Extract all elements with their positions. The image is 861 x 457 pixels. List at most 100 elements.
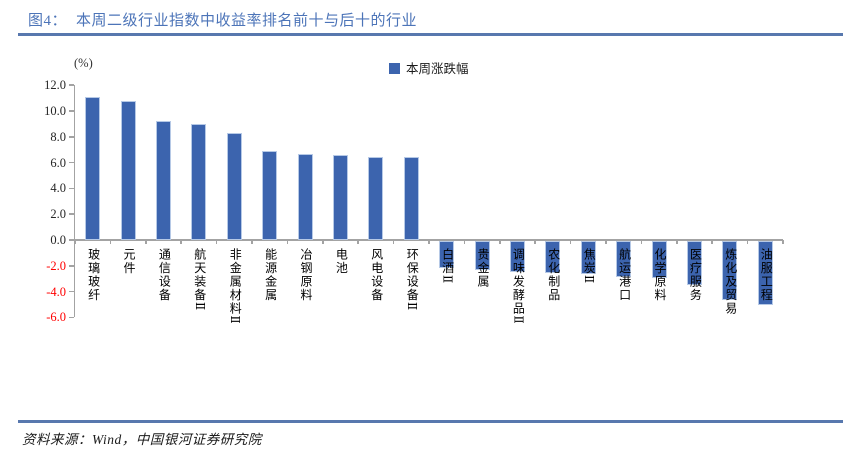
x-axis-tick xyxy=(711,240,713,244)
x-axis-label-cell: 环保设备Ⅱ xyxy=(392,248,431,312)
x-axis-label: 非金属材料Ⅱ xyxy=(228,248,243,326)
footer-divider xyxy=(18,420,843,423)
x-axis-label: 环保设备Ⅱ xyxy=(405,248,420,312)
y-axis-tick-label: -4.0 xyxy=(46,284,66,299)
x-axis-label: 航运港口 xyxy=(617,248,632,302)
y-axis-tick xyxy=(68,84,74,86)
y-axis-tick xyxy=(68,161,74,164)
x-axis-label: 元件 xyxy=(121,248,136,275)
figure-title-text: 本周二级行业指数中收益率排名前十与后十的行业 xyxy=(76,13,418,29)
x-axis-label-cell: 农化制品 xyxy=(533,248,572,302)
x-axis-label: 白酒Ⅱ xyxy=(440,248,455,285)
y-axis-tick xyxy=(68,316,74,319)
x-axis-label-cell: 非金属材料Ⅱ xyxy=(215,248,254,325)
x-axis-label: 能源金属 xyxy=(263,248,278,302)
x-axis-label-cell: 电池 xyxy=(321,248,360,275)
x-axis-tick xyxy=(357,240,359,244)
y-axis-tick-label: 8.0 xyxy=(50,129,66,144)
x-axis-label-cell: 化学原料 xyxy=(639,248,678,302)
legend-label: 本周涨跌幅 xyxy=(406,62,469,76)
x-axis-label: 玻璃玻纤 xyxy=(86,248,101,302)
y-axis-tick-label: 10.0 xyxy=(44,104,66,118)
x-axis-tick xyxy=(746,240,749,244)
x-axis-tick xyxy=(640,240,643,244)
x-axis-tick xyxy=(74,240,76,244)
chart-legend: 本周涨跌幅 xyxy=(389,58,469,77)
x-axis-label: 电池 xyxy=(334,248,349,275)
x-axis-tick xyxy=(782,240,784,244)
x-axis-label: 农化制品 xyxy=(546,248,561,302)
x-axis-tick xyxy=(145,240,147,244)
bar xyxy=(722,240,738,301)
y-axis-tick-label: -6.0 xyxy=(46,310,66,325)
x-axis-label: 炼化及贸易 xyxy=(723,248,738,316)
y-axis-tick-label: 0.0 xyxy=(50,233,66,247)
title-divider xyxy=(18,33,843,36)
y-axis-tick xyxy=(68,213,74,215)
x-axis-label: 风电设备 xyxy=(369,248,384,302)
x-axis-label: 航天装备Ⅱ xyxy=(192,248,207,312)
y-axis-tick xyxy=(68,290,74,293)
bar xyxy=(368,157,384,240)
x-axis-label-cell: 航天装备Ⅱ xyxy=(179,248,218,312)
bar xyxy=(580,240,596,275)
x-axis-label-cell: 炼化及贸易 xyxy=(710,248,749,316)
legend-swatch-icon xyxy=(389,63,400,74)
bar xyxy=(616,240,632,277)
bar xyxy=(226,132,242,240)
bar xyxy=(120,100,136,240)
x-axis-label-cell: 油服工程 xyxy=(746,248,785,302)
x-axis-label-cell: 冶钢原料 xyxy=(285,248,324,302)
x-axis-label-cell: 玻璃玻纤 xyxy=(73,248,112,302)
x-axis-tick xyxy=(605,240,607,244)
y-axis-tick-label: 12.0 xyxy=(44,78,66,93)
bar xyxy=(474,240,490,271)
x-axis-tick xyxy=(534,240,536,244)
x-axis-label-cell: 白酒Ⅱ xyxy=(427,248,466,285)
y-axis-tick-label: 2.0 xyxy=(50,207,66,222)
x-axis-label-cell: 医疗服务 xyxy=(675,248,714,302)
bar xyxy=(403,157,419,240)
x-axis-label: 冶钢原料 xyxy=(298,248,313,302)
x-axis-label: 化学原料 xyxy=(652,248,667,302)
x-axis-tick xyxy=(569,240,572,244)
x-axis-tick xyxy=(251,240,253,244)
bar xyxy=(651,240,667,279)
y-axis-unit-label: (%) xyxy=(74,56,93,70)
x-axis-tick xyxy=(180,240,182,244)
y-axis-tick-label: 6.0 xyxy=(50,155,66,170)
x-axis-tick xyxy=(322,240,324,244)
y-axis-tick xyxy=(68,239,74,241)
y-axis-tick xyxy=(68,187,74,190)
y-axis-tick-label: -2.0 xyxy=(46,258,66,273)
bar xyxy=(262,150,278,240)
x-axis-label: 焦炭Ⅱ xyxy=(582,248,597,285)
x-axis-tick xyxy=(676,240,678,244)
x-axis-label-cell: 贵金属 xyxy=(462,248,501,289)
y-axis-tick-label: 4.0 xyxy=(50,181,66,196)
x-axis-label: 油服工程 xyxy=(759,248,774,302)
x-axis-tick xyxy=(463,240,466,244)
x-axis-label: 调味发酵品Ⅱ xyxy=(511,248,526,326)
x-axis-label-cell: 焦炭Ⅱ xyxy=(569,248,608,285)
bar xyxy=(439,240,455,268)
bar xyxy=(510,240,525,272)
source-note: 资料来源：Wind，中国银河证券研究院 xyxy=(22,432,262,447)
x-axis-tick xyxy=(428,240,430,244)
x-axis-label-cell: 航运港口 xyxy=(604,248,643,302)
bar xyxy=(333,154,348,240)
x-axis-tick xyxy=(286,240,289,244)
figure-number: 图4： xyxy=(28,13,68,29)
x-axis-label-cell: 通信设备 xyxy=(144,248,183,302)
x-axis-tick xyxy=(499,240,501,244)
y-axis-tick xyxy=(68,110,74,112)
bar xyxy=(687,240,702,285)
x-axis-tick xyxy=(215,240,218,244)
x-axis-label-cell: 风电设备 xyxy=(356,248,395,302)
x-axis-label: 贵金属 xyxy=(475,248,490,289)
x-axis-label: 医疗服务 xyxy=(688,248,703,302)
y-axis-tick xyxy=(68,265,74,267)
x-axis-label-cell: 能源金属 xyxy=(250,248,289,302)
